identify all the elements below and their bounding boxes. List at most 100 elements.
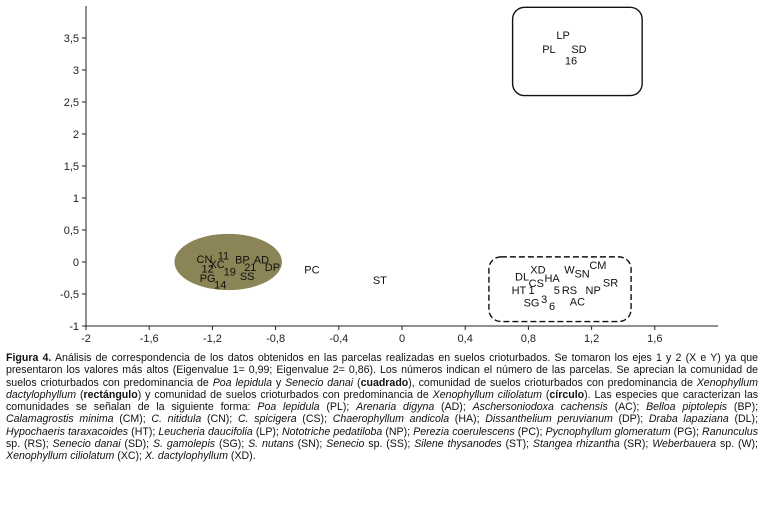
- caption-run: y: [271, 376, 286, 389]
- caption-run: (NP);: [382, 425, 414, 438]
- x-tick-label: -0,8: [266, 333, 285, 345]
- caption-run: X. dactylophyllum: [144, 450, 228, 463]
- caption-run: (PC);: [514, 425, 546, 438]
- caption-run: Chaerophyllum andicola: [332, 413, 450, 426]
- point-label: XD: [530, 265, 545, 277]
- caption-run: (XD).: [227, 450, 256, 463]
- caption-run: sp. (SS);: [364, 438, 415, 451]
- caption-run: círculo: [549, 388, 585, 401]
- caption-run: (DL);: [728, 413, 759, 426]
- caption-run: (PL);: [319, 401, 357, 414]
- point-label: HT: [512, 285, 527, 297]
- caption-run: Leucheria daucifolia: [158, 425, 253, 438]
- caption-run: Arenaria digyna: [356, 401, 435, 414]
- caption-run: Análisis de correspondencia de los datos…: [6, 352, 759, 389]
- point-label: ST: [373, 275, 387, 287]
- caption-run: (: [541, 388, 550, 401]
- caption-run: Xenophyllum ciliolatum: [432, 388, 542, 401]
- point-label: NP: [586, 285, 601, 297]
- point-label: 16: [565, 55, 577, 67]
- point-label: 6: [549, 301, 555, 313]
- point-label: 11: [218, 251, 229, 263]
- caption-text: Análisis de correspondencia de los datos…: [6, 352, 758, 462]
- x-tick-label: 0,4: [458, 333, 473, 345]
- y-tick-label: 3,5: [64, 33, 79, 45]
- y-tick-label: 3: [73, 65, 79, 77]
- point-label: SG: [524, 297, 540, 309]
- square-group-outline: [511, 6, 643, 97]
- caption-run: Hypochaeris taraxacoides: [6, 425, 129, 438]
- caption-run: (: [353, 376, 361, 389]
- point-label: PL: [542, 44, 555, 56]
- caption-run: Ranunculus: [702, 425, 758, 438]
- y-tick-label: -1: [69, 321, 79, 333]
- x-tick-label: 0: [399, 333, 405, 345]
- caption-run: (CN);: [201, 413, 238, 426]
- caption-run: S. nutans: [248, 438, 294, 451]
- caption-run: (XC);: [114, 450, 145, 463]
- caption-run: Calamagrostis minima: [6, 413, 114, 426]
- x-tick-label: -2: [81, 333, 91, 345]
- correspondence-analysis-chart: -2 -1,6 -1,2 -0,8 -0,4 0 0,4 0,8 1,2 1,6 -1 -0,5 0 0,…: [60, 6, 718, 345]
- point-label: 12: [202, 263, 214, 275]
- point-label: CN: [197, 254, 213, 266]
- caption-run: (BP);: [727, 401, 759, 414]
- caption-run: (HA);: [449, 413, 486, 426]
- circle-group-outline: [174, 233, 282, 291]
- y-tick-label: 1: [73, 193, 79, 205]
- point-label: 19: [224, 267, 236, 279]
- caption-run: sp. (RS);: [6, 438, 53, 451]
- caption-run: Poa lepidula: [212, 376, 272, 389]
- caption-run: Senecio danai: [285, 376, 354, 389]
- caption-run: rectángulo: [83, 388, 138, 401]
- caption-run: (AD);: [434, 401, 473, 414]
- point-label: SS: [240, 271, 255, 283]
- x-tick-label: -1,6: [140, 333, 159, 345]
- x-tick-label: -1,2: [203, 333, 222, 345]
- caption-run: (SR);: [619, 438, 653, 451]
- rectangle-group-outline: [488, 256, 632, 323]
- caption-run: (SN);: [293, 438, 327, 451]
- x-tick-label: 1,2: [584, 333, 599, 345]
- point-label: SR: [603, 277, 618, 289]
- caption-run: ) y comunidad de suelos crioturbados con…: [137, 388, 433, 401]
- point-label: DL: [515, 272, 529, 284]
- caption-run: (: [76, 388, 84, 401]
- caption-run: Nototriche pedatiloba: [281, 425, 383, 438]
- point-label: W: [564, 265, 575, 277]
- caption-run: (ST);: [501, 438, 533, 451]
- y-tick-label: -0,5: [60, 289, 79, 301]
- caption-run: (DP);: [612, 413, 649, 426]
- point-label: BP: [235, 254, 250, 266]
- point-label: 1: [528, 285, 534, 297]
- point-label: PC: [304, 265, 319, 277]
- point-label: 3: [541, 294, 547, 306]
- point-label: CS: [529, 278, 544, 290]
- point-label: HA: [544, 273, 560, 285]
- y-tick-label: 0,5: [64, 225, 79, 237]
- caption-run: (SG);: [215, 438, 249, 451]
- chart-canvas: -2 -1,6 -1,2 -0,8 -0,4 0 0,4 0,8 1,2 1,6 -1 -0,5 0 0,…: [60, 6, 718, 345]
- caption-run: Pycnophyllum glomeratum: [545, 425, 671, 438]
- caption-run: Perezia coerulescens: [413, 425, 515, 438]
- y-tick-label: 2,5: [64, 97, 79, 109]
- caption-run: Senecio: [326, 438, 365, 451]
- caption-run: C. spicigera: [237, 413, 297, 426]
- caption-run: (CM);: [113, 413, 152, 426]
- caption-run: Belloa piptolepis: [646, 401, 728, 414]
- caption-run: S. gamolepis: [152, 438, 216, 451]
- caption-run: ), comunidad de suelos crioturbados con …: [408, 376, 697, 389]
- caption-run: Dissanthelium peruvianum: [485, 413, 613, 426]
- caption-run: Silene thysanodes: [414, 438, 502, 451]
- point-label: RS: [562, 285, 577, 297]
- caption-run: (PG);: [670, 425, 703, 438]
- caption-run: Poa lepidula: [257, 401, 320, 414]
- point-label: 5: [554, 285, 560, 297]
- caption-run: Aschersoniodoxa cachensis: [472, 401, 608, 414]
- point-label: XC: [209, 259, 224, 271]
- point-label: PG: [200, 273, 216, 285]
- caption-run: (CS);: [296, 413, 333, 426]
- point-label: AC: [570, 297, 585, 309]
- x-tick-label: 1,6: [647, 333, 662, 345]
- point-label: SD: [571, 44, 586, 56]
